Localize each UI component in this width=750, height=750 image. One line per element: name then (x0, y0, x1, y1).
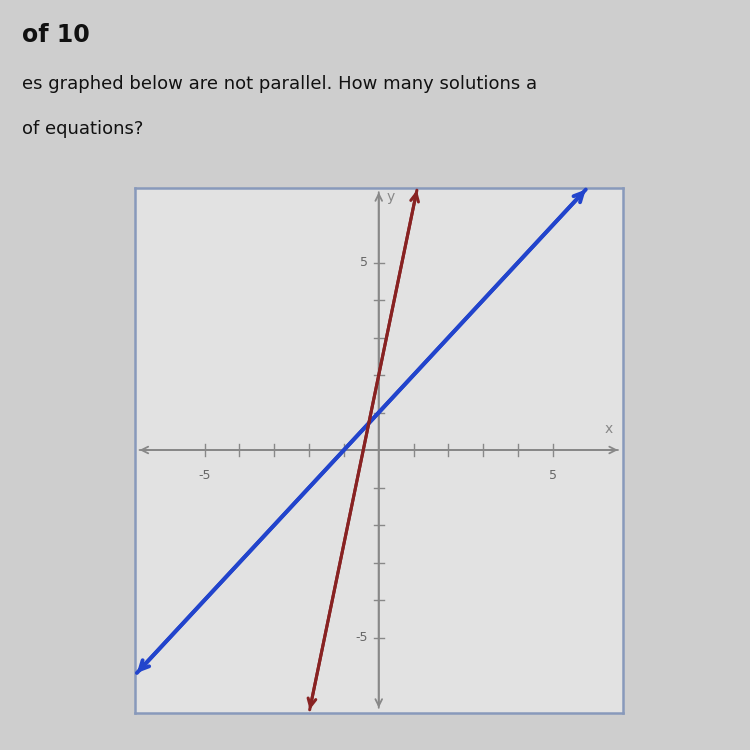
Text: 5: 5 (549, 469, 556, 482)
Text: es graphed below are not parallel. How many solutions a: es graphed below are not parallel. How m… (22, 75, 538, 93)
Text: 5: 5 (360, 256, 368, 269)
Text: of equations?: of equations? (22, 120, 144, 138)
Text: -5: -5 (199, 469, 211, 482)
Text: x: x (604, 422, 613, 436)
Text: y: y (387, 190, 395, 204)
Text: -5: -5 (356, 631, 368, 644)
Text: of 10: of 10 (22, 22, 90, 46)
